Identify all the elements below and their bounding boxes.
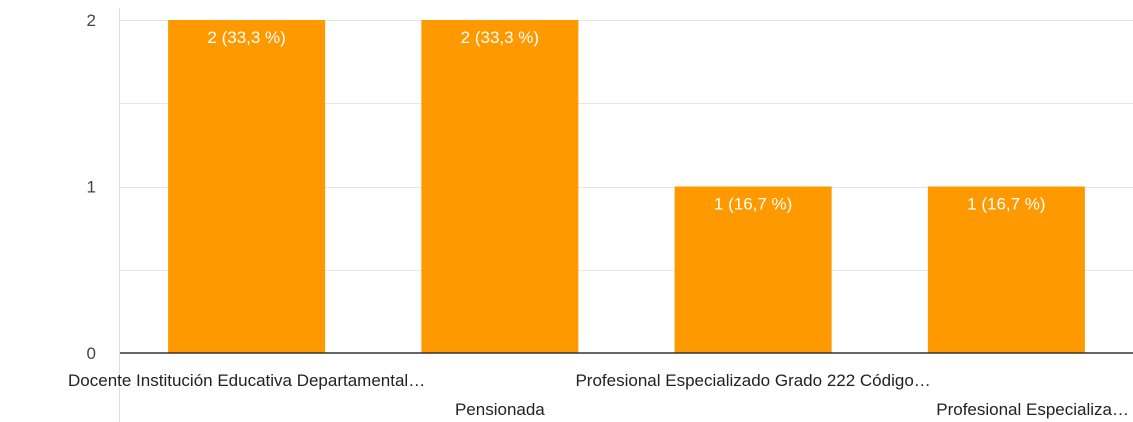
y-tick-label: 1 xyxy=(87,178,96,197)
y-tick-label: 0 xyxy=(87,344,96,363)
x-category-label: Docente Institución Educativa Departamen… xyxy=(68,371,425,390)
bar xyxy=(927,186,1085,353)
y-tick-label: 2 xyxy=(87,11,96,30)
bar-data-label: 2 (33,3 %) xyxy=(461,28,539,47)
bar-data-label: 1 (16,7 %) xyxy=(714,195,792,214)
bar-data-label: 1 (16,7 %) xyxy=(967,195,1045,214)
bar xyxy=(674,186,832,353)
y-axis-ticks: 0 1 2 xyxy=(87,11,96,363)
bar-data-label: 2 (33,3 %) xyxy=(207,28,285,47)
data-labels: 2 (33,3 %) 2 (33,3 %) 1 (16,7 %) 1 (16,7 %) xyxy=(207,28,1045,214)
x-category-label: Profesional Especializado Grado 222 Códi… xyxy=(575,371,930,390)
x-category-label: Pensionada xyxy=(455,400,545,419)
bars xyxy=(168,20,1085,353)
bar xyxy=(421,20,579,353)
bar xyxy=(168,20,326,353)
x-category-label: Profesional Especializa… xyxy=(936,400,1129,419)
category-labels: Docente Institución Educativa Departamen… xyxy=(68,371,1129,419)
